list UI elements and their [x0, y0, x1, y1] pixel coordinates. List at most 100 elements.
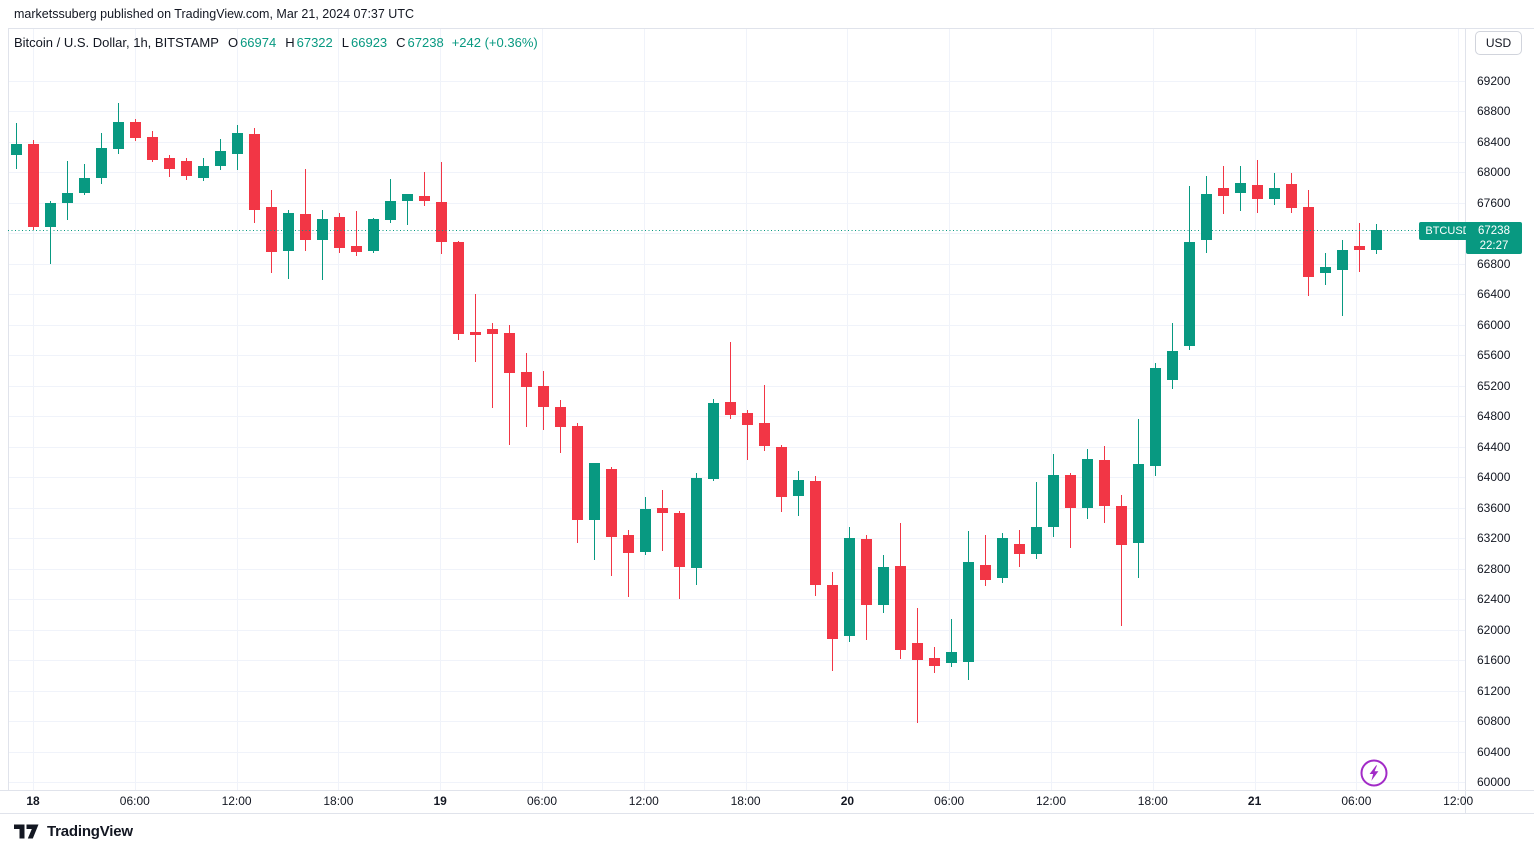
- candle-down: [657, 490, 668, 551]
- time-tick-label: 06:00: [119, 794, 150, 808]
- grid: [8, 28, 1465, 790]
- time-tick-label: 06:00: [934, 794, 965, 808]
- price-axis[interactable]: 69200 68800 68400 68000 67600 66800 66400 66000…: [1465, 28, 1534, 790]
- candle-up: [1150, 363, 1161, 476]
- candle-up: [96, 133, 107, 184]
- price-tick-label: 61200: [1477, 683, 1511, 698]
- candle-down: [470, 294, 481, 362]
- candle-down: [861, 535, 872, 640]
- price-tick-label: 67600: [1477, 195, 1511, 210]
- current-price-value: 67238: [1478, 225, 1510, 237]
- open-value: 66974: [240, 35, 277, 50]
- price-tick-label: 68000: [1477, 165, 1511, 180]
- candle-up: [1184, 186, 1195, 350]
- candle-up: [1201, 176, 1212, 253]
- candle-down: [776, 445, 787, 512]
- candle-down: [334, 213, 345, 253]
- candle-up: [1133, 419, 1144, 578]
- candle-down: [759, 385, 770, 451]
- candle-down: [555, 400, 566, 453]
- candle-up: [79, 164, 90, 195]
- candle-down: [572, 423, 583, 543]
- candle-down: [1286, 173, 1297, 213]
- high-label: H: [285, 35, 295, 50]
- time-tick-label: 19: [433, 794, 447, 808]
- close-value: 67238: [407, 35, 444, 50]
- candle-down: [895, 523, 906, 659]
- currency-toggle-button[interactable]: USD: [1475, 31, 1522, 55]
- price-tick-label: 60800: [1477, 714, 1511, 729]
- candle-down: [674, 511, 685, 599]
- candle-up: [1082, 449, 1093, 519]
- candle-down: [147, 131, 158, 162]
- current-price-label: 67238 22:27: [1466, 222, 1522, 254]
- close-label: C: [396, 35, 406, 50]
- candle-up: [62, 161, 73, 220]
- lightning-icon[interactable]: [1357, 756, 1391, 790]
- candle-down: [810, 476, 821, 596]
- tradingview-logo-text[interactable]: TradingView: [47, 822, 133, 840]
- price-tick-label: 64000: [1477, 470, 1511, 485]
- time-tick-label: 18:00: [323, 794, 354, 808]
- candle-down: [929, 647, 940, 673]
- time-tick-label: 21: [1247, 794, 1262, 808]
- candle-up: [232, 125, 243, 170]
- price-tick-label: 62800: [1477, 561, 1511, 576]
- price-tick-label: 63200: [1477, 531, 1511, 546]
- price-tick-label: 64400: [1477, 439, 1511, 454]
- bar-countdown: 22:27: [1479, 240, 1509, 252]
- candles-series: [11, 103, 1382, 723]
- candle-up: [1337, 240, 1348, 316]
- candle-down: [521, 353, 532, 427]
- price-tick-label: 66000: [1477, 317, 1511, 332]
- candle-up: [946, 619, 957, 667]
- candle-up: [997, 533, 1008, 583]
- candle-down: [1116, 495, 1127, 626]
- candle-up: [844, 527, 855, 642]
- price-tick-label: 68400: [1477, 134, 1511, 149]
- price-tick-label: 65200: [1477, 378, 1511, 393]
- time-tick-label: 06:00: [1341, 794, 1372, 808]
- time-tick-label: 18:00: [730, 794, 761, 808]
- candle-down: [1065, 473, 1076, 548]
- candle-down: [1354, 223, 1365, 272]
- candle-up: [402, 194, 413, 225]
- open-label: O: [227, 35, 239, 50]
- tradingview-logo-icon[interactable]: [14, 824, 40, 839]
- candle-down: [912, 608, 923, 723]
- candle-down: [351, 211, 362, 256]
- candle-up: [1235, 166, 1246, 211]
- price-tick-label: 65600: [1477, 348, 1511, 363]
- chart-frame: [0, 28, 1534, 814]
- candle-down: [623, 530, 634, 597]
- time-tick-label: 12:00: [221, 794, 252, 808]
- price-tick-label: 63600: [1477, 500, 1511, 515]
- candle-down: [538, 371, 549, 430]
- candle-down: [980, 535, 991, 586]
- attribution-text: marketssuberg published on TradingView.c…: [14, 7, 414, 21]
- price-tick-label: 62400: [1477, 592, 1511, 607]
- candle-up: [708, 399, 719, 481]
- candle-up: [963, 531, 974, 680]
- symbol-title[interactable]: Bitcoin / U.S. Dollar, 1h, BITSTAMP: [14, 35, 219, 50]
- time-tick-label: 12:00: [1443, 794, 1474, 808]
- candle-up: [691, 473, 702, 585]
- candle-down: [742, 410, 753, 460]
- candle-down: [249, 128, 260, 223]
- time-tick-label: 12:00: [1035, 794, 1067, 808]
- candle-up: [640, 497, 651, 555]
- candle-down: [1014, 530, 1025, 567]
- change-value: +242 (+0.36%): [451, 35, 538, 50]
- time-axis[interactable]: 18 06:00 12:00 18:00 19 06:00 12:00 18:00 20 06:0…: [0, 790, 1534, 813]
- candle-up: [45, 201, 56, 264]
- time-tick-label: 18: [26, 794, 40, 808]
- price-tick-label: 62000: [1477, 622, 1511, 637]
- candle-up: [1320, 253, 1331, 285]
- high-value: 67322: [296, 35, 333, 50]
- symbol-header: Bitcoin / U.S. Dollar, 1h, BITSTAMP O 6697…: [14, 33, 538, 53]
- candle-up: [198, 158, 209, 181]
- candle-up: [1269, 173, 1280, 205]
- candle-up: [878, 555, 889, 613]
